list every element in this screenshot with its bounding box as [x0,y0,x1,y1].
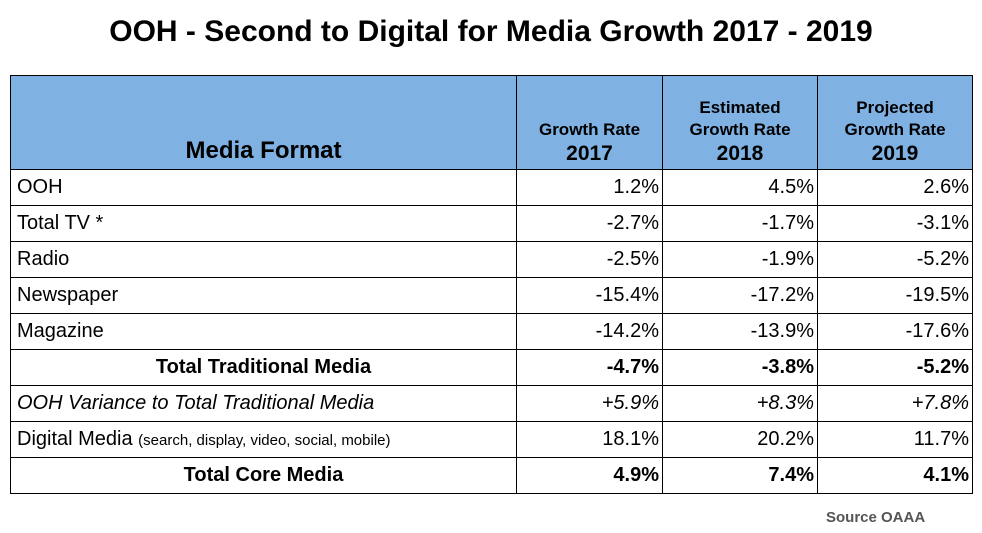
row-label-cell: Radio [10,241,517,278]
header-year: 2018 [716,142,764,165]
value-cell: -2.7% [516,205,663,242]
row-note: (search, display, video, social, mobile) [138,432,391,449]
row-label-cell: Total TV * [10,205,517,242]
row-label: Total Traditional Media [155,356,372,378]
media-growth-table: Media Format Growth Rate 2017 Estimated G… [10,75,973,494]
value-cell: 4.5% [662,169,818,206]
row-label: Total TV * [17,212,104,234]
row-label-cell: Newspaper [10,277,517,314]
value-cell: -14.2% [516,313,663,350]
value-cell: -5.2% [817,241,973,278]
value-cell: 2.6% [817,169,973,206]
value-cell: +8.3% [662,385,818,422]
table-row: Radio -2.5% -1.9% -5.2% [10,241,973,278]
row-label-cell: Total Traditional Media [10,349,517,386]
value-cell: 1.2% [516,169,663,206]
value-cell: -5.2% [817,349,973,386]
row-label-cell: Magazine [10,313,517,350]
row-label-cell: Total Core Media [10,457,517,494]
value-cell: 20.2% [662,421,818,458]
chart-title: OOH - Second to Digital for Media Growth… [109,15,873,48]
row-label: Total Core Media [183,464,344,486]
header-2019: Projected Growth Rate 2019 [817,75,973,170]
row-label: Magazine [17,320,104,342]
row-label-cell: OOH Variance to Total Traditional Media [10,385,517,422]
header-year: 2019 [871,142,919,165]
value-cell: 18.1% [516,421,663,458]
table-row: Total Traditional Media -4.7% -3.8% -5.2% [10,349,973,386]
row-label-cell: OOH [10,169,517,206]
table-row: Digital Media (search, display, video, s… [10,421,973,458]
value-cell: -3.8% [662,349,818,386]
table-row: Magazine -14.2% -13.9% -17.6% [10,313,973,350]
value-cell: -1.9% [662,241,818,278]
value-cell: -4.7% [516,349,663,386]
value-cell: -3.1% [817,205,973,242]
header-label: Projected Growth Rate [844,98,946,139]
row-label: Radio [17,248,70,270]
header-2017: Growth Rate 2017 [516,75,663,170]
value-cell: 11.7% [817,421,973,458]
table-row: OOH Variance to Total Traditional Media +… [10,385,973,422]
source-caption: Source OAAA [826,509,926,526]
value-cell: -15.4% [516,277,663,314]
value-cell: -1.7% [662,205,818,242]
header-media-format: Media Format [10,75,517,170]
row-label: Newspaper [17,284,119,306]
row-label-cell: Digital Media (search, display, video, s… [10,421,517,458]
value-cell: 7.4% [662,457,818,494]
table-row: Total TV * -2.7% -1.7% -3.1% [10,205,973,242]
header-year: 2017 [566,142,613,165]
value-cell: +7.8% [817,385,973,422]
header-2018: Estimated Growth Rate 2018 [662,75,818,170]
row-label: Digital Media [17,428,133,450]
value-cell: -19.5% [817,277,973,314]
value-cell: -17.2% [662,277,818,314]
value-cell: 4.9% [516,457,663,494]
table-row: Total Core Media 4.9% 7.4% 4.1% [10,457,973,494]
value-cell: 4.1% [817,457,973,494]
row-label: OOH [17,176,63,198]
header-label: Estimated Growth Rate [689,98,791,139]
value-cell: -13.9% [662,313,818,350]
row-label: OOH Variance to Total Traditional Media [17,392,375,414]
header-label: Media Format [185,137,342,164]
table-row: Newspaper -15.4% -17.2% -19.5% [10,277,973,314]
value-cell: -17.6% [817,313,973,350]
value-cell: -2.5% [516,241,663,278]
table-row: OOH 1.2% 4.5% 2.6% [10,169,973,206]
value-cell: +5.9% [516,385,663,422]
header-label: Growth Rate [538,120,641,139]
header-row: Media Format Growth Rate 2017 Estimated G… [10,75,973,170]
